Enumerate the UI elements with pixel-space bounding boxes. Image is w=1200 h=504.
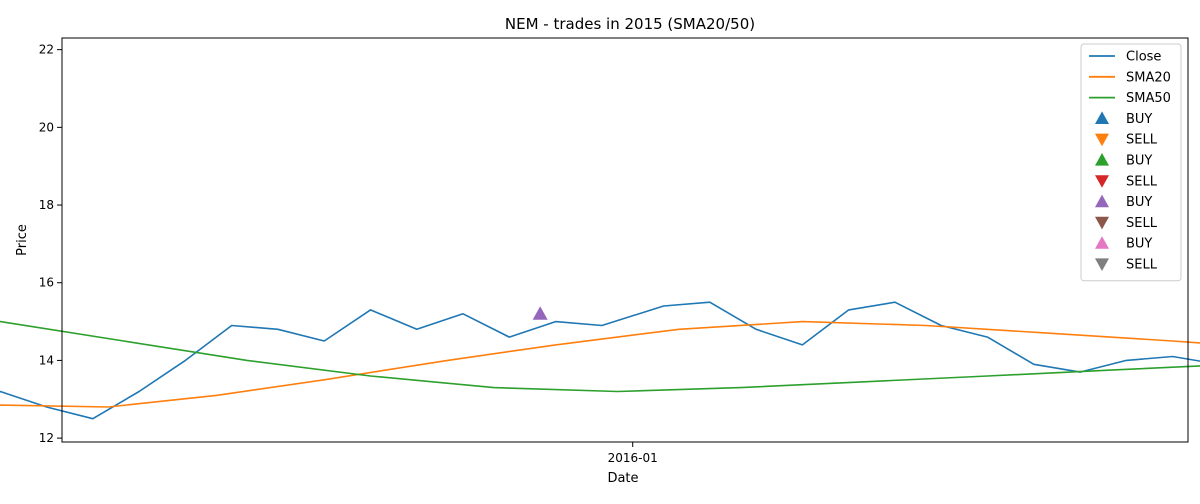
trade-marker-buy-5 [532,306,548,320]
legend-label: SELL [1126,133,1158,148]
legend-label: SMA20 [1126,70,1171,85]
y-tick-label: 20 [39,120,54,134]
legend-label: SELL [1126,258,1158,273]
legend-swatch-marker [1095,216,1109,230]
legend-swatch-marker [1095,175,1109,188]
y-axis: 12 14 16 18 20 22 [39,43,62,445]
legend-swatch-marker [1095,258,1109,271]
legend-swatch-marker [1095,111,1109,124]
legend-label: BUY [1126,154,1152,169]
legend-swatch-marker [1095,236,1109,249]
legend-swatch-marker [1095,153,1109,166]
y-axis-label: Price [15,224,30,256]
legend: Close SMA20 SMA50 BUY SELL BUY SELL BUY SELL BUY S… [1080,43,1182,282]
legend-label: Close [1126,50,1161,65]
y-tick-label: 22 [39,43,54,57]
series-line-sma50 [0,320,1200,393]
legend-label: BUY [1126,195,1152,210]
legend-label: BUY [1126,237,1152,252]
x-axis: 2015-012015-032015-052015-072015-092015-… [608,442,658,465]
series-line-sma20 [0,320,1200,408]
x-axis-label: Date [607,471,638,486]
y-tick-label: 18 [39,198,54,212]
legend-swatch-marker [1095,194,1109,208]
chart-title: NEM - trades in 2015 (SMA20/50) [505,15,755,33]
y-tick-label: 14 [39,353,54,367]
x-tick-label: 2016-01 [608,451,658,465]
y-tick-label: 16 [39,276,54,290]
y-tick-label: 12 [39,431,54,445]
legend-label: SELL [1126,216,1158,231]
legend-label: BUY [1126,112,1152,127]
legend-swatch-marker [1095,133,1109,147]
plot-area [0,37,1200,443]
legend-label: SELL [1126,174,1158,189]
series-line-close [0,301,1200,420]
legend-label: SMA50 [1126,91,1171,106]
plot-frame [61,37,1189,443]
